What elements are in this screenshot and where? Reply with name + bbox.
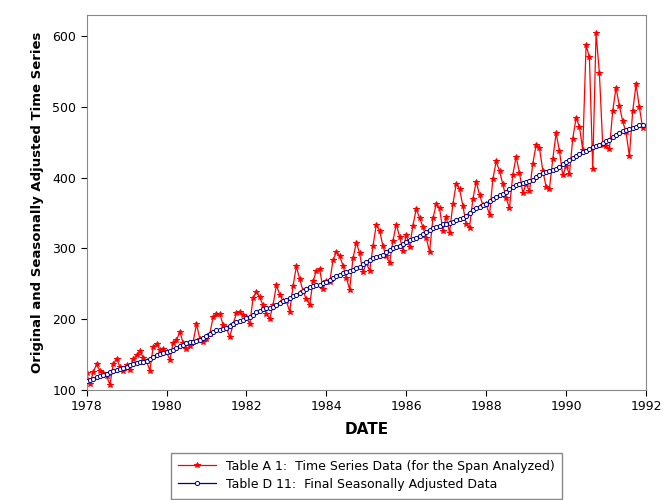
X-axis label: DATE: DATE xyxy=(344,422,388,437)
Table D 11:  Final Seasonally Adjusted Data: (1.99e+03, 306): Final Seasonally Adjusted Data: (1.99e+0… xyxy=(399,241,407,247)
Line: Table A 1:  Time Series Data (for the Span Analyzed): Table A 1: Time Series Data (for the Spa… xyxy=(84,30,645,388)
Table D 11:  Final Seasonally Adjusted Data: (1.98e+03, 112): Final Seasonally Adjusted Data: (1.98e+0… xyxy=(83,378,91,384)
Table D 11:  Final Seasonally Adjusted Data: (1.98e+03, 220): Final Seasonally Adjusted Data: (1.98e+0… xyxy=(272,302,280,308)
Table A 1:  Time Series Data (for the Span Analyzed): (1.98e+03, 107): Time Series Data (for the Span Analyzed)… xyxy=(106,382,114,388)
Table D 11:  Final Seasonally Adjusted Data: (1.99e+03, 313): Final Seasonally Adjusted Data: (1.99e+0… xyxy=(409,236,417,242)
Y-axis label: Original and Seasonally Adjusted Time Series: Original and Seasonally Adjusted Time Se… xyxy=(31,32,44,373)
Table A 1:  Time Series Data (for the Span Analyzed): (1.99e+03, 319): Time Series Data (for the Span Analyzed)… xyxy=(402,232,410,238)
Line: Table D 11:  Final Seasonally Adjusted Data: Table D 11: Final Seasonally Adjusted Da… xyxy=(85,122,645,384)
Table A 1:  Time Series Data (for the Span Analyzed): (1.98e+03, 193): Time Series Data (for the Span Analyzed)… xyxy=(246,321,254,327)
Table A 1:  Time Series Data (for the Span Analyzed): (1.98e+03, 123): Time Series Data (for the Span Analyzed)… xyxy=(83,370,91,376)
Table A 1:  Time Series Data (for the Span Analyzed): (1.99e+03, 420): Time Series Data (for the Span Analyzed)… xyxy=(529,160,537,166)
Table D 11:  Final Seasonally Adjusted Data: (1.98e+03, 166): Final Seasonally Adjusted Data: (1.98e+0… xyxy=(182,340,190,346)
Table A 1:  Time Series Data (for the Span Analyzed): (1.98e+03, 162): Time Series Data (for the Span Analyzed)… xyxy=(186,344,194,349)
Legend: Table A 1:  Time Series Data (for the Span Analyzed), Table D 11:  Final Seasona: Table A 1: Time Series Data (for the Spa… xyxy=(170,452,562,498)
Table D 11:  Final Seasonally Adjusted Data: (1.99e+03, 395): Final Seasonally Adjusted Data: (1.99e+0… xyxy=(525,178,533,184)
Table A 1:  Time Series Data (for the Span Analyzed): (1.99e+03, 470): Time Series Data (for the Span Analyzed)… xyxy=(639,126,647,132)
Table A 1:  Time Series Data (for the Span Analyzed): (1.98e+03, 235): Time Series Data (for the Span Analyzed)… xyxy=(276,292,284,298)
Table D 11:  Final Seasonally Adjusted Data: (1.98e+03, 201): Final Seasonally Adjusted Data: (1.98e+0… xyxy=(242,316,250,322)
Table A 1:  Time Series Data (for the Span Analyzed): (1.99e+03, 356): Time Series Data (for the Span Analyzed)… xyxy=(412,206,420,212)
Table A 1:  Time Series Data (for the Span Analyzed): (1.99e+03, 605): Time Series Data (for the Span Analyzed)… xyxy=(592,30,600,36)
Table D 11:  Final Seasonally Adjusted Data: (1.99e+03, 475): Final Seasonally Adjusted Data: (1.99e+0… xyxy=(639,122,647,128)
